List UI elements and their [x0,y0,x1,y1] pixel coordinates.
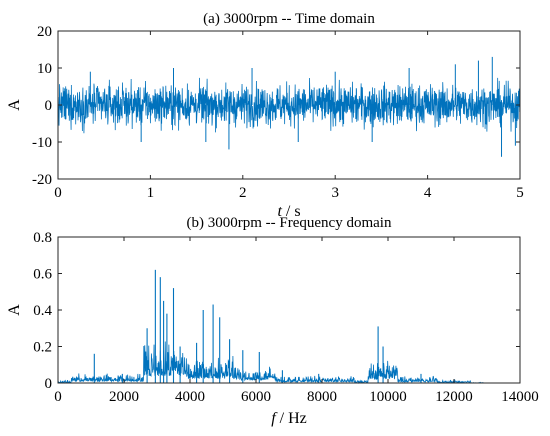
xtick-label-time: 0 [54,185,62,201]
ytick-label-time: 0 [45,98,53,114]
ytick-label-frequency: 0 [45,376,53,392]
time-signal-series [57,56,521,157]
xtick-label-frequency: 0 [54,389,62,405]
xtick-label-frequency: 6000 [241,389,271,405]
ytick-label-time: -10 [32,135,52,151]
title-time: (a) 3000rpm -- Time domain [203,11,375,27]
title-frequency: (b) 3000rpm -- Frequency domain [187,215,392,231]
xtick-label-time: 3 [331,185,339,201]
time-signal-line [57,77,521,134]
xtick-label-frequency: 10000 [369,389,407,405]
xtick-label-time: 1 [147,185,155,201]
ytick-label-frequency: 0.2 [33,340,52,356]
frequency-spectrum-series [57,269,484,384]
xtick-label-frequency: 14000 [501,389,539,405]
xlabel-frequency-var: f [271,410,278,427]
xlabel-time-unit: / s [282,203,301,220]
xlabel-time-var: t [277,203,282,220]
xtick-label-time: 4 [424,185,432,201]
xtick-label-frequency: 4000 [175,389,205,405]
xlabel-time: t / s [277,203,300,220]
ticks-frequency: 0.8 0.6 0.4 0.2 00 2000 4000 6000 8000 10000 12000… [33,230,539,405]
xtick-label-frequency: 2000 [109,389,139,405]
xtick-label-frequency: 8000 [307,389,337,405]
axes-frame-frequency [57,236,521,384]
xlabel-frequency-unit: / Hz [276,410,307,427]
ytick-label-frequency: 0.8 [33,230,52,246]
ytick-label-time: 10 [37,61,52,77]
ytick-label-frequency: 0.6 [33,267,52,283]
xlabel-frequency: f / Hz [271,410,307,427]
ylabel-time: A [6,99,23,111]
xtick-label-time: 2 [239,185,247,201]
spectrum-line [57,341,484,384]
ylabel-frequency: A [6,304,23,316]
xtick-label-frequency: 12000 [435,389,473,405]
ytick-label-time: -20 [32,172,52,188]
ytick-label-frequency: 0.4 [33,303,52,319]
xtick-label-time: 5 [516,185,524,201]
ytick-label-time: 20 [37,24,52,40]
